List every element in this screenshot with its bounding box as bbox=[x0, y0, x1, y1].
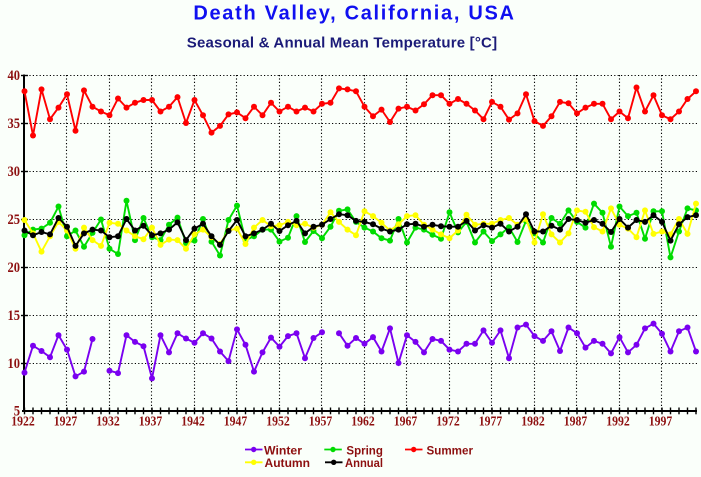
svg-text:Winter: Winter bbox=[264, 445, 303, 457]
svg-text:35: 35 bbox=[8, 116, 21, 132]
svg-text:40: 40 bbox=[8, 68, 21, 84]
svg-text:20: 20 bbox=[8, 260, 21, 276]
svg-text:Annual: Annual bbox=[345, 458, 383, 470]
svg-text:1962: 1962 bbox=[351, 414, 375, 429]
svg-text:1987: 1987 bbox=[564, 414, 588, 429]
svg-text:25: 25 bbox=[8, 212, 21, 228]
svg-text:1967: 1967 bbox=[394, 414, 418, 429]
svg-text:1977: 1977 bbox=[479, 414, 503, 429]
svg-text:Death Valley, California, USA: Death Valley, California, USA bbox=[193, 3, 515, 25]
svg-text:15: 15 bbox=[8, 308, 21, 324]
svg-text:Seasonal & Annual Mean Tempera: Seasonal & Annual Mean Temperature [°C] bbox=[187, 35, 498, 52]
svg-text:1957: 1957 bbox=[309, 414, 333, 429]
svg-text:1942: 1942 bbox=[181, 414, 205, 429]
svg-text:1997: 1997 bbox=[649, 414, 673, 429]
svg-text:Spring: Spring bbox=[346, 445, 383, 457]
svg-text:1947: 1947 bbox=[224, 414, 248, 429]
svg-text:1932: 1932 bbox=[96, 414, 120, 429]
svg-text:1937: 1937 bbox=[139, 414, 163, 429]
svg-text:1992: 1992 bbox=[606, 414, 630, 429]
svg-text:1982: 1982 bbox=[521, 414, 545, 429]
svg-text:Summer: Summer bbox=[427, 445, 474, 457]
svg-text:10: 10 bbox=[8, 356, 21, 372]
svg-text:1922: 1922 bbox=[11, 414, 35, 429]
svg-text:1952: 1952 bbox=[266, 414, 290, 429]
svg-text:30: 30 bbox=[8, 164, 21, 180]
svg-text:5: 5 bbox=[14, 403, 20, 419]
svg-text:1927: 1927 bbox=[54, 414, 78, 429]
svg-text:Autumn: Autumn bbox=[265, 458, 311, 470]
svg-text:1972: 1972 bbox=[436, 414, 460, 429]
